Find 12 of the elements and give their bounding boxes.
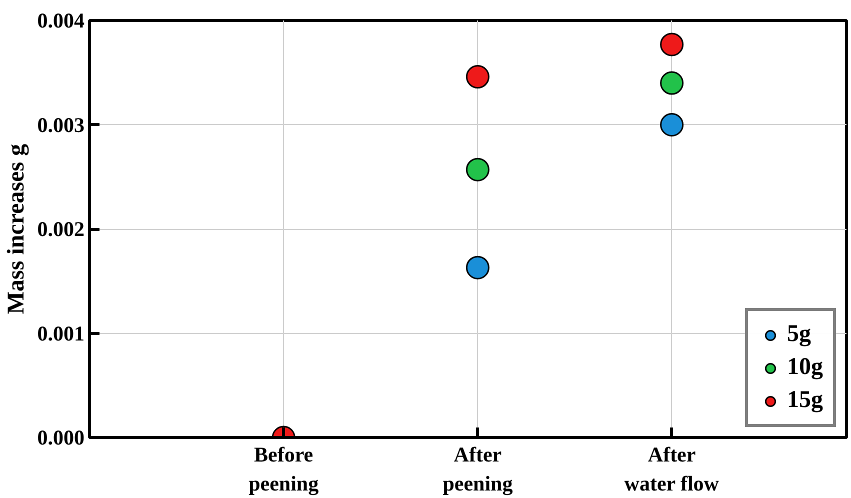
y-tick-label: 0.004 [37,8,85,32]
x-tick-label: After water flow [624,442,720,496]
legend-label: 15g [787,387,823,414]
y-tick-label: 0.003 [37,112,84,137]
y-tick-label: 0.002 [37,217,84,241]
legend-label: 10g [787,354,823,381]
legend-label: 5g [787,321,811,348]
x-tick-label: After peening [442,442,514,496]
y-axis-title: Mass increases g [3,144,30,314]
x-tick-label: Before peening [248,442,320,496]
y-tick-label: 0.001 [37,321,84,346]
y-tick-label: 0.000 [37,426,84,450]
